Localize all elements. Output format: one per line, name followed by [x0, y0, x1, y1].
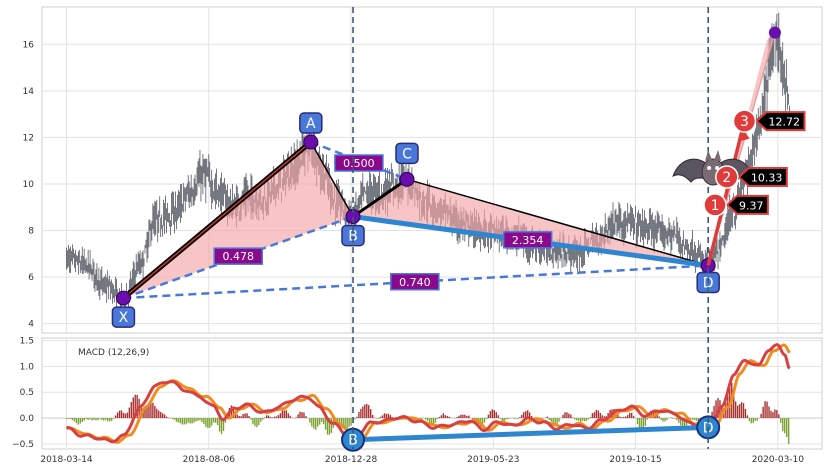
ratio-label-0.500: 0.500: [343, 157, 375, 170]
pivot-label-a: A: [306, 116, 316, 132]
pivot-label-box-a: [299, 112, 323, 134]
target-value-2: 10.33: [751, 171, 783, 184]
pivot-label-box-x: [111, 306, 136, 328]
pivot-label-c: C: [402, 146, 412, 162]
price-y-tick-label: 14: [23, 87, 35, 97]
macd-y-tick-label: 1.0: [20, 362, 35, 372]
pivot-point-c: [399, 171, 415, 187]
target-circle-3: [732, 109, 757, 133]
bat-left-eye-icon: [707, 166, 712, 170]
pivot-label-b: B: [348, 229, 358, 245]
price-y-tick-label: 12: [23, 133, 34, 143]
macd-legend-label: MACD (12,26,9): [78, 348, 149, 358]
x-tick-label: 2018-03-14: [40, 455, 93, 465]
price-y-tick-label: 6: [28, 273, 34, 283]
ratio-label-0.740: 0.740: [399, 276, 431, 289]
ab-line: [310, 141, 354, 217]
target-value-box-1: [725, 194, 769, 215]
pivot-label-box-c: [395, 142, 419, 165]
target-circle-1: [703, 193, 727, 217]
price-y-tick-label: 16: [23, 40, 35, 50]
target-arc: [706, 132, 744, 266]
macd-y-tick-label: 0.0: [20, 414, 35, 424]
bcd-triangle: [353, 179, 709, 266]
ratio-box-0.500: [334, 154, 384, 172]
pivot-label-d: D: [703, 275, 714, 291]
tick-labels: 4 6 8 10 12 14 16 2018-03-14 2018-08-06 2018-12-2…: [12, 40, 804, 465]
macd-panel-frame: [41, 337, 823, 450]
overlay-layer: X A B C D 0.478 0.500 2.354 0.740 9.37 1 10.33 2 12.7…: [111, 7, 806, 449]
pivot-label-x: X: [119, 310, 129, 326]
ratio-box-0.740: [390, 273, 440, 291]
pivot-label-box-b: [341, 224, 365, 247]
target-value-1: 9.37: [739, 199, 764, 212]
cd-line: [406, 178, 709, 267]
ratio-box-2.354: [502, 231, 553, 249]
pivot-point-x: [115, 290, 131, 306]
pivot-point-a: [303, 134, 319, 150]
target-value-3: 12.72: [768, 116, 800, 129]
xab-triangle: [123, 142, 354, 299]
x-tick-label: 2019-10-15: [609, 455, 661, 465]
target-number-1: 1: [711, 198, 720, 214]
bc-line: [352, 178, 408, 218]
ratio-label-0.478: 0.478: [222, 250, 254, 263]
target-value-box-2: [737, 166, 788, 187]
x-tick-label: 2019-05-23: [467, 455, 519, 465]
x-tick-label: 2018-12-28: [325, 455, 378, 465]
macd-line: [66, 343, 791, 444]
x-tick-label: 2020-03-10: [752, 455, 805, 465]
price-y-tick-label: 8: [28, 227, 34, 237]
peak-point: [768, 26, 781, 39]
target-number-3: 3: [740, 114, 749, 130]
ratio-box-0.478: [213, 247, 263, 265]
target-number-2: 2: [722, 170, 731, 186]
ratio-label-2.354: 2.354: [512, 234, 544, 247]
bat-right-eye-icon: [715, 166, 720, 170]
bat-right-ear-icon: [714, 150, 722, 161]
macd-y-tick-label: −0.5: [12, 440, 34, 450]
ac-dashed-line: [310, 140, 408, 181]
price-y-tick-label: 10: [23, 180, 35, 190]
macd-y-tick-label: 0.5: [20, 388, 34, 398]
x-tick-label: 2018-08-06: [183, 455, 236, 465]
macd-y-tick-label: 1.5: [20, 337, 34, 347]
bat-left-ear-icon: [705, 150, 713, 161]
target-circle-2: [715, 165, 739, 189]
price-y-tick-label: 4: [28, 320, 34, 330]
macd-bd-line: [352, 424, 709, 443]
target-value-box-3: [754, 111, 806, 132]
xa-line-core: [122, 141, 312, 299]
